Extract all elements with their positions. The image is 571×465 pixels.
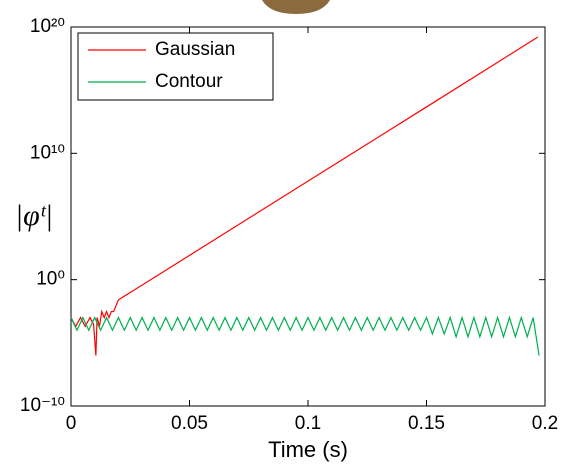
series-line xyxy=(70,315,540,356)
legend-label: Contour xyxy=(155,71,223,92)
y-axis-label: |φᵗ| xyxy=(15,199,53,232)
y-tick-label: 10²⁰ xyxy=(30,16,65,37)
legend-label: Gaussian xyxy=(155,39,235,60)
x-tick-label: 0.1 xyxy=(295,413,321,434)
x-tick-label: 0.15 xyxy=(408,413,445,434)
image-fragment xyxy=(262,0,330,14)
y-tick-label: 10⁰ xyxy=(36,269,65,290)
x-axis-label: Time (s) xyxy=(268,437,348,462)
x-tick-label: 0 xyxy=(66,413,77,434)
x-tick-label: 0.2 xyxy=(532,413,558,434)
legend-box xyxy=(77,32,274,101)
y-tick-label: 10¹⁰ xyxy=(30,142,65,163)
y-tick-label: 10⁻¹⁰ xyxy=(20,395,65,416)
x-tick-label: 0.05 xyxy=(171,413,208,434)
